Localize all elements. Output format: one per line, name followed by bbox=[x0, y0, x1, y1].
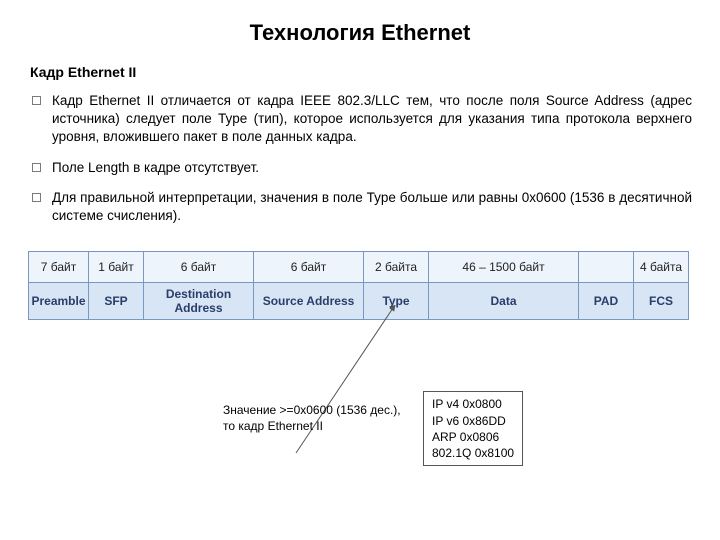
table-cell: 7 байт bbox=[29, 252, 89, 283]
ethertype-line: ARP 0x0806 bbox=[432, 429, 514, 445]
caption-line: Значение >=0x0600 (1536 дес.), bbox=[223, 403, 401, 419]
ethertype-line: 802.1Q 0x8100 bbox=[432, 445, 514, 461]
arrow-caption: Значение >=0x0600 (1536 дес.), то кадр E… bbox=[223, 403, 401, 434]
table-cell: 1 байт bbox=[89, 252, 144, 283]
table-cell: SFP bbox=[89, 283, 144, 320]
subtitle: Кадр Ethernet II bbox=[30, 64, 692, 80]
page-title: Технология Ethernet bbox=[28, 20, 692, 46]
ethertype-box: IP v4 0x0800 IP v6 0x86DD ARP 0x0806 802… bbox=[423, 391, 523, 466]
table-cell: Preamble bbox=[29, 283, 89, 320]
arrow-icon bbox=[28, 305, 688, 495]
table-cell: Destination Address bbox=[144, 283, 254, 320]
bullet-list: Кадр Ethernet II отличается от кадра IEE… bbox=[30, 92, 692, 225]
frame-table: 7 байт 1 байт 6 байт 6 байт 2 байта 46 –… bbox=[28, 251, 689, 320]
ethertype-line: IP v4 0x0800 bbox=[432, 396, 514, 412]
table-cell: 2 байта bbox=[364, 252, 429, 283]
list-item: Кадр Ethernet II отличается от кадра IEE… bbox=[30, 92, 692, 147]
table-cell: Source Address bbox=[254, 283, 364, 320]
table-cell: 4 байта bbox=[634, 252, 689, 283]
ethertype-line: IP v6 0x86DD bbox=[432, 413, 514, 429]
frame-diagram: 7 байт 1 байт 6 байт 6 байт 2 байта 46 –… bbox=[28, 251, 692, 481]
table-cell: 46 – 1500 байт bbox=[429, 252, 579, 283]
table-cell: 6 байт bbox=[254, 252, 364, 283]
table-row: 7 байт 1 байт 6 байт 6 байт 2 байта 46 –… bbox=[29, 252, 689, 283]
table-cell: Type bbox=[364, 283, 429, 320]
table-cell bbox=[579, 252, 634, 283]
table-cell: 6 байт bbox=[144, 252, 254, 283]
list-item: Поле Length в кадре отсутствует. bbox=[30, 159, 692, 177]
table-cell: PAD bbox=[579, 283, 634, 320]
caption-line: то кадр Ethernet II bbox=[223, 419, 401, 435]
list-item: Для правильной интерпретации, значения в… bbox=[30, 189, 692, 225]
table-cell: FCS bbox=[634, 283, 689, 320]
table-cell: Data bbox=[429, 283, 579, 320]
table-row: Preamble SFP Destination Address Source … bbox=[29, 283, 689, 320]
